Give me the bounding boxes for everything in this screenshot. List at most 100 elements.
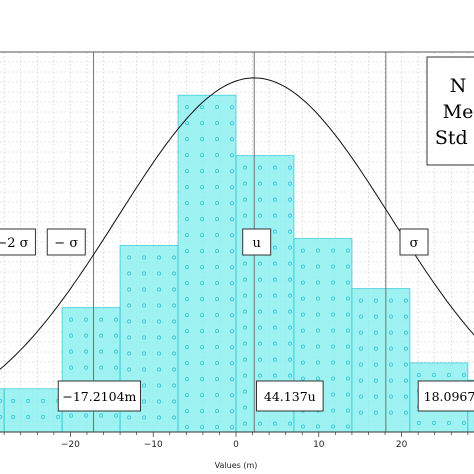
bar-dot	[358, 346, 363, 351]
bar-dot	[273, 197, 277, 202]
bar-dot	[316, 296, 320, 301]
bar-dot	[172, 303, 177, 308]
bar-dot	[243, 213, 247, 218]
x-axis-label: Values (m)	[215, 461, 258, 470]
bar-dot	[230, 217, 234, 222]
bar-dot	[416, 420, 421, 425]
stats-info-box: N Me Std I	[426, 56, 474, 166]
bar-dot	[142, 335, 147, 340]
bar-dot	[273, 325, 277, 330]
bar-dot	[11, 414, 16, 419]
bar-dot	[273, 373, 277, 378]
value-label-box	[417, 380, 474, 412]
bar-dot	[200, 425, 204, 430]
bar-dot	[243, 309, 247, 314]
bar-dot	[157, 287, 162, 292]
bar-dot	[243, 325, 247, 330]
bar-dot	[331, 264, 335, 269]
bar-dot	[114, 317, 119, 322]
x-tick-label: 20	[396, 440, 408, 450]
bar-dot	[403, 298, 408, 303]
bar-dot	[215, 137, 219, 142]
bar-dot	[142, 319, 147, 324]
bar-dot	[346, 264, 350, 269]
bar-dot	[215, 329, 219, 334]
bar-dot	[243, 277, 247, 282]
bar-dot	[185, 185, 189, 190]
bar-dot	[288, 261, 292, 266]
bar-dot	[215, 281, 219, 286]
info-line: Std I	[435, 127, 474, 149]
bar-dot	[301, 376, 305, 381]
bar-dot	[157, 351, 162, 356]
bar-dot	[331, 248, 335, 253]
bar-dot	[84, 317, 89, 322]
bar-dot	[346, 296, 350, 301]
bar-dot	[431, 420, 436, 425]
value-label: −17.2104m	[62, 389, 136, 404]
bar-dot	[358, 378, 363, 383]
bar-dot	[273, 245, 277, 250]
bar-dot	[200, 121, 204, 126]
bar-dot	[301, 312, 305, 317]
bar-dot	[172, 319, 177, 324]
bar-dot	[142, 271, 147, 276]
bar-dot	[200, 249, 204, 254]
bar-dot	[316, 312, 320, 317]
bar-dot	[215, 393, 219, 398]
bar-dot	[127, 335, 132, 340]
bar-dot	[185, 233, 189, 238]
bar-dot	[185, 345, 189, 350]
bar-dot	[301, 264, 305, 269]
bar-dot	[301, 344, 305, 349]
bar-dot	[127, 367, 132, 372]
bar-dot	[258, 309, 262, 314]
bar-dot	[331, 296, 335, 301]
bar-dot	[346, 392, 350, 397]
bar-dot	[316, 264, 320, 269]
bar-dot	[446, 420, 451, 425]
bar-dot	[388, 362, 393, 367]
bar-dot	[215, 185, 219, 190]
bar-dot	[230, 393, 234, 398]
bar-dot	[258, 181, 262, 186]
bar-dot	[200, 409, 204, 414]
bar-dot	[346, 424, 350, 429]
bar-dot	[157, 271, 162, 276]
bar-dot	[142, 367, 147, 372]
bar-dot	[346, 408, 350, 413]
bar-dot	[99, 333, 104, 338]
bar-dot	[127, 415, 132, 420]
bar-dot	[346, 376, 350, 381]
bar-dot	[288, 373, 292, 378]
bar-dot	[127, 303, 132, 308]
value-label-box	[57, 380, 141, 412]
bar-dot	[316, 376, 320, 381]
info-box-frame	[426, 56, 474, 166]
bar-dot	[243, 421, 247, 426]
bar-dot	[461, 420, 466, 425]
bar-dot	[215, 265, 219, 270]
bar-dot	[230, 313, 234, 318]
bar-dot	[461, 372, 466, 377]
bar-dot	[243, 405, 247, 410]
bar-dot	[316, 344, 320, 349]
bar-dot	[84, 349, 89, 354]
bar-dot	[200, 217, 204, 222]
bar-dot	[230, 425, 234, 430]
bar-dot	[273, 213, 277, 218]
bar-dot	[288, 165, 292, 170]
bar-dot	[99, 349, 104, 354]
bar-dot	[403, 378, 408, 383]
bar-dot	[157, 415, 162, 420]
bar-dot	[26, 398, 31, 403]
info-line: Me	[443, 101, 474, 123]
bar-dot	[288, 325, 292, 330]
bar-dot	[316, 424, 320, 429]
bar-dot	[373, 298, 378, 303]
bar-dot	[273, 357, 277, 362]
bar-dot	[388, 314, 393, 319]
bar-dot	[346, 360, 350, 365]
bar-dot	[273, 261, 277, 266]
bar-dot	[215, 233, 219, 238]
